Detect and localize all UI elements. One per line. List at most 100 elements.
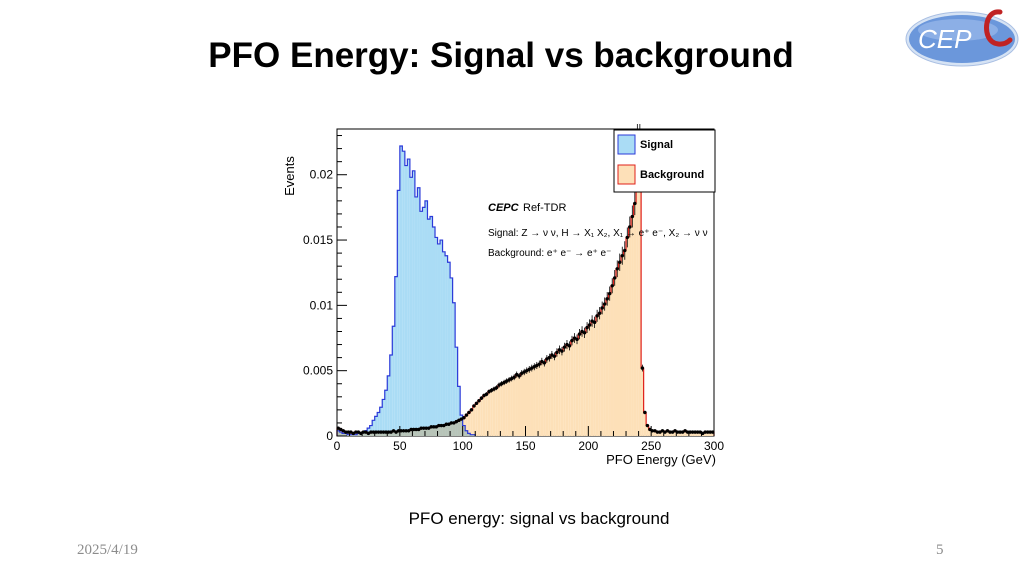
background-point xyxy=(449,421,454,425)
overlap-bar xyxy=(427,428,430,436)
background-bar xyxy=(693,432,697,436)
background-point xyxy=(354,430,358,434)
background-point xyxy=(527,367,531,372)
signal-bar xyxy=(404,165,408,436)
overlap-bar xyxy=(450,422,453,436)
background-bar xyxy=(671,432,674,436)
overlap-bar xyxy=(392,430,395,436)
overlap-bar xyxy=(412,429,415,436)
background-bar xyxy=(485,394,488,436)
background-bar xyxy=(585,327,589,436)
background-point xyxy=(630,214,635,219)
background-bar xyxy=(636,132,639,437)
overlap-bar xyxy=(339,432,343,436)
background-bar xyxy=(467,412,471,436)
background-bar xyxy=(608,293,611,436)
overlap-bar xyxy=(442,425,446,436)
background-point xyxy=(469,408,474,412)
background-bar xyxy=(347,432,350,436)
background-point xyxy=(582,331,587,335)
background-bar xyxy=(623,250,627,436)
background-point xyxy=(487,389,491,394)
background-point xyxy=(535,363,539,368)
overlap-bar xyxy=(349,434,353,436)
overlap-bar xyxy=(429,426,433,436)
y-tick-label: 0.01 xyxy=(310,298,334,312)
background-bar xyxy=(593,322,596,436)
axis-ticks: 0 50 100 150 200 250 300 0 0.005 0.01 0.015 0.02 xyxy=(303,135,724,453)
background-point xyxy=(605,297,609,301)
overlap-bar xyxy=(440,425,443,436)
background-bar xyxy=(711,432,714,436)
background-point xyxy=(572,336,577,340)
background-point xyxy=(708,430,712,434)
background-point xyxy=(442,423,446,428)
y-tick-label: 0.02 xyxy=(310,168,334,182)
overlap-bar xyxy=(354,434,358,436)
background-point xyxy=(341,429,345,433)
overlap-bar xyxy=(472,434,476,436)
overlap-bar xyxy=(414,429,418,436)
overlap-bar xyxy=(337,430,340,436)
signal-bar xyxy=(427,219,430,436)
background-point xyxy=(618,260,622,264)
background-bar xyxy=(658,432,662,436)
background-bar xyxy=(497,385,501,436)
background-bar xyxy=(517,375,521,436)
background-point xyxy=(560,349,564,353)
background-point xyxy=(555,350,559,355)
background-bar xyxy=(696,432,699,436)
background-bar xyxy=(691,432,694,436)
background-point xyxy=(427,426,431,430)
background-bar xyxy=(472,405,476,436)
annotation-signal-process: Signal: Z → ν ν, H → X₁ X₂, X₁ → e⁺ e⁻, … xyxy=(488,228,708,239)
signal-bar xyxy=(452,302,456,436)
overlap-bar xyxy=(352,434,355,436)
background-bar xyxy=(528,369,531,436)
overlap-bar xyxy=(424,428,428,436)
background-bar xyxy=(676,432,679,436)
background-point xyxy=(703,430,707,434)
overlap-bar xyxy=(432,426,436,436)
background-bar xyxy=(349,432,353,436)
background-bar xyxy=(648,429,652,436)
overlap-bar xyxy=(422,428,425,436)
background-bar xyxy=(681,432,684,436)
background-point xyxy=(369,430,373,434)
background-point xyxy=(530,366,534,370)
overlap-bar xyxy=(384,432,388,436)
overlap-bar xyxy=(452,422,456,436)
background-point xyxy=(416,427,421,432)
background-point xyxy=(404,429,408,433)
slide-title: PFO Energy: Signal vs background xyxy=(208,36,794,75)
signal-bar xyxy=(414,196,418,436)
background-bar xyxy=(568,345,571,436)
x-axis-label: PFO Energy (GeV) xyxy=(606,452,716,467)
background-point xyxy=(680,430,685,434)
background-bar xyxy=(502,382,506,436)
background-bar xyxy=(651,430,654,436)
background-point xyxy=(419,426,423,430)
legend: Signal Background xyxy=(613,129,716,193)
background-point xyxy=(504,379,509,383)
background-point xyxy=(462,416,466,420)
background-bar xyxy=(656,432,659,436)
background-point xyxy=(409,427,413,432)
signal-bar xyxy=(409,177,413,436)
background-bar xyxy=(538,364,541,436)
signal-bar xyxy=(424,200,428,436)
background-point xyxy=(623,248,627,253)
background-point xyxy=(643,410,647,415)
background-bar xyxy=(628,226,632,436)
background-bar xyxy=(515,374,518,436)
background-point xyxy=(547,355,552,360)
background-bar xyxy=(354,432,358,436)
histogram-layer xyxy=(336,132,715,437)
background-bar xyxy=(573,338,576,436)
background-bar xyxy=(477,400,481,436)
background-point xyxy=(502,380,506,385)
y-tick-label: 0.015 xyxy=(303,233,333,247)
background-point xyxy=(565,342,569,347)
background-point xyxy=(379,430,383,434)
background-bar xyxy=(590,321,594,436)
